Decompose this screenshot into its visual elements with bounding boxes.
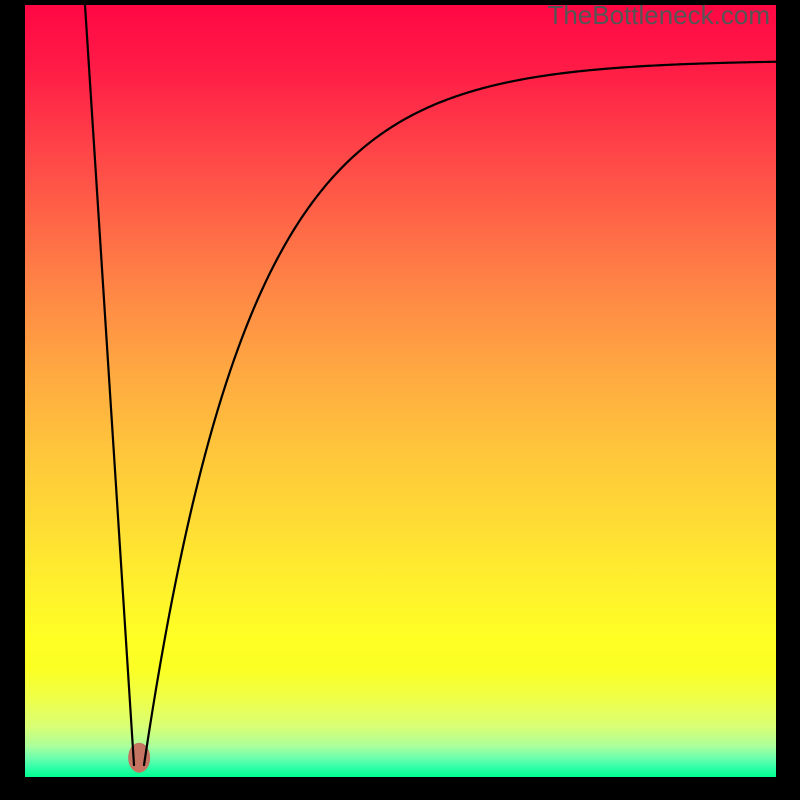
watermark-text: TheBottleneck.com	[547, 0, 770, 31]
curve-left-branch	[85, 5, 134, 765]
plot-area	[25, 5, 776, 777]
chart-container: TheBottleneck.com	[0, 0, 800, 800]
curve-layer	[25, 5, 776, 777]
curve-right-branch	[144, 62, 776, 765]
